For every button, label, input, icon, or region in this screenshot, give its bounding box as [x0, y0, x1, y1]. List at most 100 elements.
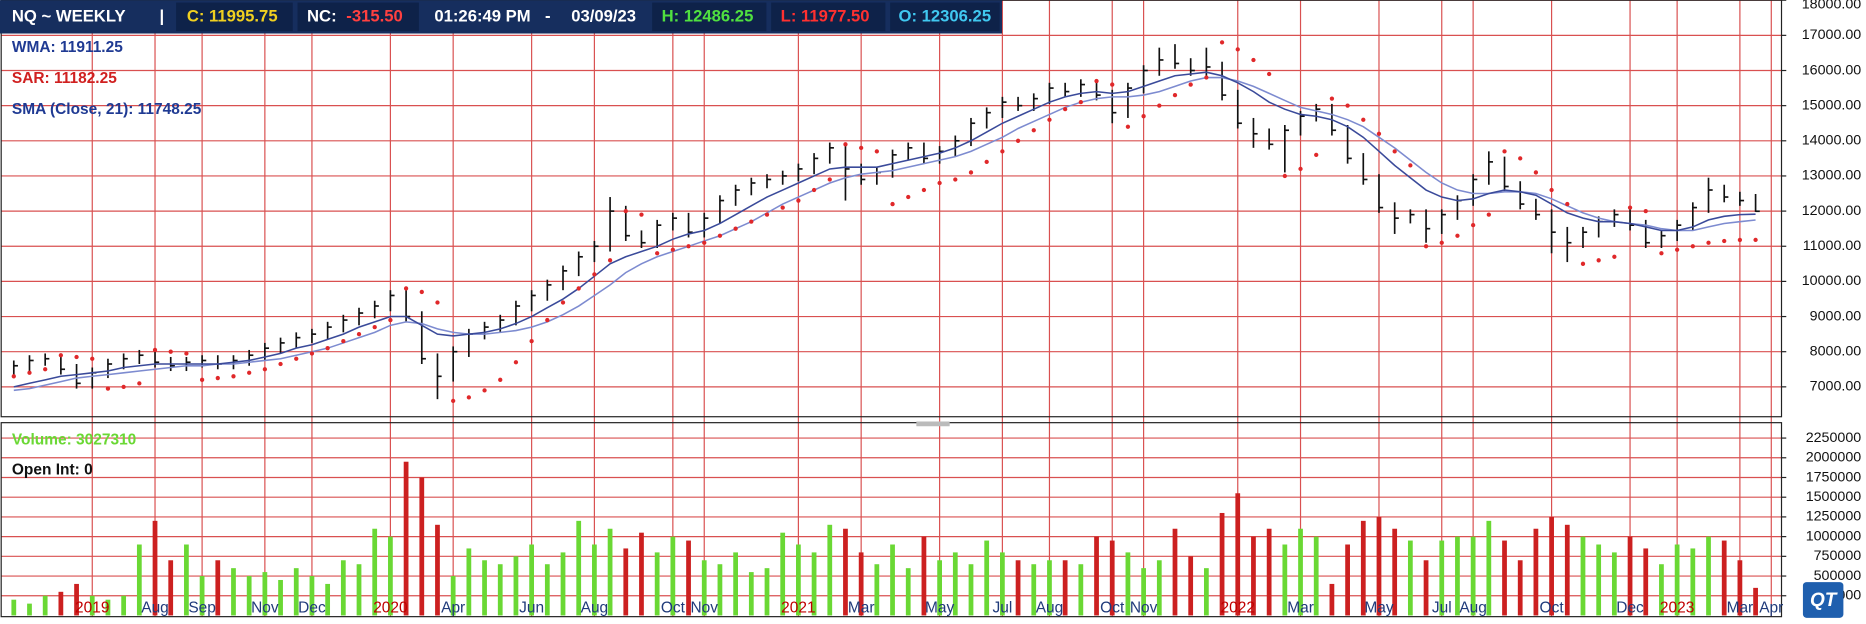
sar-dot [1753, 237, 1758, 242]
volume-bar [136, 544, 142, 616]
volume-bar [1627, 536, 1633, 616]
volume-bar [623, 548, 629, 616]
volume-tick-label: 1750000 [1806, 469, 1862, 485]
sar-dot [921, 187, 927, 193]
volume-bar [1721, 540, 1727, 616]
sar-dot [906, 194, 911, 200]
x-tick-label: 2020 [373, 599, 407, 616]
logo: QT [1810, 590, 1838, 611]
x-tick-label: Oct [1100, 599, 1125, 616]
sar-dot [1266, 71, 1272, 77]
sar-dot [1078, 99, 1083, 105]
wma-line [13, 71, 1756, 388]
volume-bar [1172, 528, 1178, 616]
sar-dot [325, 346, 330, 351]
volume-bar [1486, 520, 1492, 616]
sar-dot [1596, 258, 1601, 263]
volume-bar [670, 536, 676, 616]
volume-bar [215, 560, 221, 616]
volume-bar [937, 560, 942, 616]
volume-bar [890, 544, 895, 616]
sar-dot [764, 212, 770, 217]
volume-bar [733, 552, 739, 616]
sar-dot [1188, 82, 1193, 87]
volume-bar [639, 532, 644, 616]
sar-dot [74, 354, 79, 360]
x-tick-label: Aug [581, 599, 609, 616]
volume-bar [1564, 524, 1570, 616]
sar-dot [545, 317, 550, 323]
volume-bar [89, 595, 95, 616]
sar-dot [1251, 57, 1256, 63]
sar-dot [1314, 152, 1319, 158]
sar-dot [372, 324, 377, 330]
y-tick-label: 10000.00 [1802, 273, 1862, 289]
volume-bar [293, 568, 299, 616]
volume-bar [262, 572, 268, 616]
volume-bar [1094, 536, 1099, 616]
volume-bar [1141, 568, 1146, 616]
x-tick-label: Apr [1759, 599, 1783, 616]
sar-dot [639, 212, 644, 217]
header-cell [176, 2, 293, 32]
sar-dot [403, 286, 409, 291]
volume-bar [858, 552, 864, 616]
sar-dot [184, 351, 189, 356]
sar-dot [968, 170, 974, 175]
sar-dot [482, 388, 487, 393]
separator: | [159, 6, 164, 25]
sar-dot [231, 374, 236, 379]
sar-dot [1298, 166, 1303, 172]
volume-bar [1517, 560, 1523, 616]
sar-dot [1219, 40, 1225, 45]
sar-dot [1423, 244, 1429, 249]
volume-bar [1470, 536, 1476, 616]
x-tick-label: Nov [690, 599, 718, 616]
sar-dot [592, 272, 597, 277]
volume-bar [1533, 528, 1539, 616]
volume-bar [921, 536, 927, 616]
sar-dot [278, 361, 283, 367]
volume-tick-label: 750000 [1814, 548, 1862, 564]
volume-bar [1313, 536, 1319, 616]
volume-bar [278, 579, 283, 616]
volume-bar [1549, 516, 1554, 616]
y-tick-label: 9000.00 [1810, 308, 1862, 324]
x-tick-label: Nov [1130, 599, 1158, 616]
sar-dot [43, 367, 48, 372]
x-tick-label: Dec [298, 599, 326, 616]
volume-bar [796, 544, 801, 616]
sar-dot [1533, 170, 1539, 175]
y-tick-label: 7000.00 [1810, 379, 1862, 395]
net-change-label: NC: [307, 6, 337, 25]
x-tick-label: Dec [1616, 599, 1644, 616]
volume-bar [654, 552, 660, 616]
logo-box [1802, 582, 1844, 618]
time: 01:26:49 PM [434, 6, 530, 25]
sar-dot [811, 187, 817, 193]
net-change: -315.50 [346, 6, 403, 25]
open-value: O: 12306.25 [898, 6, 991, 25]
sar-dot [247, 370, 252, 375]
volume-bar [1000, 552, 1005, 616]
volume-bar [1251, 536, 1256, 616]
sar-dot [1470, 223, 1476, 228]
y-tick-label: 12000.00 [1802, 203, 1862, 219]
volume-bar [11, 599, 17, 616]
x-tick-label: Aug [1459, 599, 1487, 616]
volume-bar [1156, 560, 1162, 616]
volume-bar [403, 461, 409, 616]
volume-bar [686, 540, 691, 616]
sar-dot [607, 258, 613, 263]
volume-bar [1659, 564, 1664, 616]
sar-dot [1157, 103, 1162, 108]
volume-bar [952, 552, 958, 616]
volume-bar [843, 528, 848, 616]
y-tick-label: 17000.00 [1802, 27, 1862, 43]
sar-dot [686, 244, 691, 249]
sar-dot [1455, 233, 1460, 238]
sar-dot [874, 149, 879, 154]
volume-bar [27, 603, 32, 616]
volume-bar [1674, 544, 1680, 616]
